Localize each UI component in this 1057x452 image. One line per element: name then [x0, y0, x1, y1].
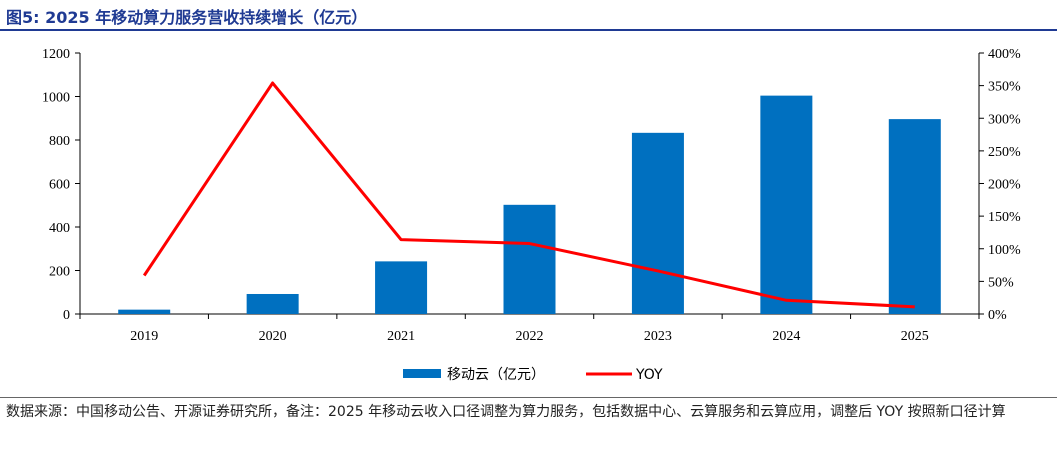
left-tick-label: 1000 — [42, 91, 70, 106]
bar-series — [118, 95, 941, 315]
bar — [375, 261, 428, 314]
right-tick-label: 100% — [988, 243, 1021, 258]
x-tick-label: 2022 — [516, 329, 544, 344]
right-tick-label: 150% — [988, 210, 1021, 225]
left-tick-label: 600 — [49, 178, 70, 193]
right-tick-label: 300% — [988, 112, 1021, 127]
right-tick-label: 350% — [988, 80, 1021, 95]
right-tick-label: 400% — [988, 47, 1021, 62]
right-tick-label: 50% — [988, 275, 1014, 290]
legend-label-bar: 移动云（亿元） — [447, 367, 545, 383]
chart: 0 200 400 600 800 1000 1200 0% 50% 100% 150% 200% 25… — [42, 47, 1021, 383]
left-tick-label: 400 — [49, 221, 70, 236]
right-tick-label: 0% — [988, 308, 1007, 323]
x-tick-label: 2024 — [772, 329, 800, 344]
left-tick-label: 800 — [49, 134, 70, 149]
left-tick-label: 200 — [49, 265, 70, 280]
x-tick-label: 2023 — [644, 329, 672, 344]
right-tick-label: 250% — [988, 145, 1021, 160]
x-tick-label: 2019 — [130, 329, 158, 344]
legend-label-line: YOY — [635, 367, 663, 383]
left-tick-label: 0 — [63, 308, 70, 323]
bar — [246, 293, 299, 314]
bar — [888, 119, 941, 315]
x-tick-label: 2020 — [259, 329, 287, 344]
legend: 移动云（亿元） YOY — [403, 367, 663, 383]
bar — [631, 132, 684, 314]
source-rule — [0, 397, 1057, 398]
bar — [503, 204, 556, 314]
title-rule — [0, 29, 1057, 31]
x-tick-label: 2021 — [387, 329, 415, 344]
source-note: 数据来源：中国移动公告、开源证券研究所，备注：2025 年移动云收入口径调整为算… — [6, 404, 1006, 420]
bar — [760, 95, 813, 314]
right-tick-label: 200% — [988, 178, 1021, 193]
yoy-series — [142, 81, 915, 309]
left-tick-label: 1200 — [42, 47, 70, 62]
chart-title: 图5: 2025 年移动算力服务营收持续增长（亿元） — [6, 8, 368, 27]
legend-swatch-bar — [403, 369, 441, 378]
x-tick-label: 2025 — [901, 329, 929, 344]
bar — [118, 309, 171, 314]
